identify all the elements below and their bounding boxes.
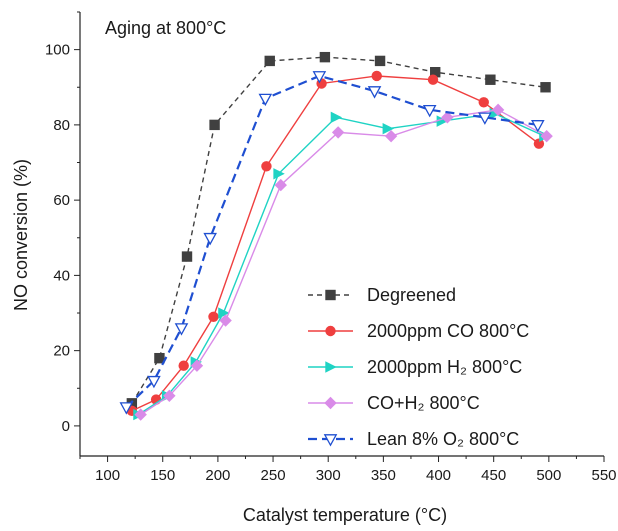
legend-item: 2000ppm CO 800°C <box>308 321 529 341</box>
data-point <box>382 122 394 135</box>
data-point <box>178 360 189 371</box>
series-line <box>125 74 538 408</box>
data-point <box>485 74 496 85</box>
data-point <box>422 104 437 118</box>
data-point <box>208 311 219 322</box>
series-layer <box>119 51 553 421</box>
series-line <box>140 109 547 416</box>
x-tick-label: 550 <box>591 467 616 484</box>
legend-item: Degreened <box>308 285 456 305</box>
x-tick-label: 200 <box>205 467 230 484</box>
data-point <box>258 93 273 107</box>
legend-marker <box>325 289 336 301</box>
series-line <box>131 75 540 412</box>
y-tick-label: 0 <box>62 418 70 435</box>
legend-label: CO+H₂ 800°C <box>367 393 480 413</box>
data-point <box>533 138 545 149</box>
y-tick-label: 60 <box>53 192 70 209</box>
legend-marker <box>324 396 337 410</box>
legend-item: Lean 8% O₂ 800°C <box>308 429 519 449</box>
data-point <box>330 111 343 124</box>
data-point <box>478 97 489 108</box>
data-point <box>190 359 204 372</box>
x-tick-label: 350 <box>371 467 396 484</box>
data-point <box>427 74 439 85</box>
y-axis-title: NO conversion (%) <box>11 159 31 311</box>
y-tick-label: 80 <box>53 117 70 134</box>
data-point <box>134 408 147 421</box>
data-point <box>331 126 345 139</box>
x-tick-label: 300 <box>316 467 341 484</box>
data-point <box>367 86 382 99</box>
data-point <box>203 232 217 246</box>
x-tick-label: 100 <box>95 467 120 484</box>
data-point <box>384 129 398 143</box>
legend-marker <box>323 434 338 447</box>
x-tick-label: 500 <box>536 467 561 484</box>
series-4 <box>119 71 545 415</box>
data-point <box>218 307 230 319</box>
data-point <box>319 51 331 63</box>
legend-marker <box>325 361 337 373</box>
data-point <box>374 55 386 67</box>
legend-label: Lean 8% O₂ 800°C <box>367 429 519 449</box>
axes: 100 150 200 250 300 350 400 450 500 550 0 20 40 60 80 1… <box>45 11 617 484</box>
series-line <box>131 56 546 404</box>
chart-annotation: Aging at 800°C <box>105 18 226 38</box>
x-tick-label: 450 <box>481 467 506 484</box>
legend-label: Degreened <box>367 285 456 305</box>
data-point <box>540 129 553 143</box>
data-point <box>119 402 134 415</box>
y-tick-label: 40 <box>53 267 70 284</box>
data-point <box>174 323 189 336</box>
data-point <box>147 375 161 389</box>
data-point <box>261 161 272 172</box>
x-tick-label: 400 <box>426 467 451 484</box>
legend-label: 2000ppm H₂ 800°C <box>367 357 522 377</box>
x-axis-title: Catalyst temperature (°C) <box>243 505 447 525</box>
data-point <box>436 115 449 127</box>
data-point <box>491 103 505 117</box>
series-1 <box>126 70 545 417</box>
legend-item: CO+H₂ 800°C <box>308 393 480 413</box>
y-tick-label: 100 <box>45 42 70 59</box>
data-point <box>163 389 176 402</box>
data-point <box>540 82 551 93</box>
data-point <box>430 67 441 78</box>
x-tick-label: 150 <box>150 467 175 484</box>
data-point <box>371 70 382 82</box>
data-point <box>209 119 220 131</box>
data-point <box>181 251 193 262</box>
data-point <box>441 111 454 124</box>
data-point <box>219 314 232 327</box>
data-point <box>273 168 285 180</box>
legend-item: 2000ppm H₂ 800°C <box>308 357 522 377</box>
x-tick-label: 250 <box>261 467 286 484</box>
series-line <box>138 112 545 416</box>
data-point <box>264 55 275 67</box>
y-tick-label: 20 <box>53 343 70 360</box>
data-point <box>274 178 287 192</box>
legend: Degreened 2000ppm CO 800°C 2000ppm H₂ 800°… <box>308 285 529 449</box>
legend-marker <box>325 325 336 337</box>
series-3 <box>134 103 553 421</box>
data-point <box>154 352 165 364</box>
data-point <box>312 71 327 84</box>
data-point <box>531 120 545 133</box>
legend-label: 2000ppm CO 800°C <box>367 321 529 341</box>
data-point <box>478 112 492 125</box>
